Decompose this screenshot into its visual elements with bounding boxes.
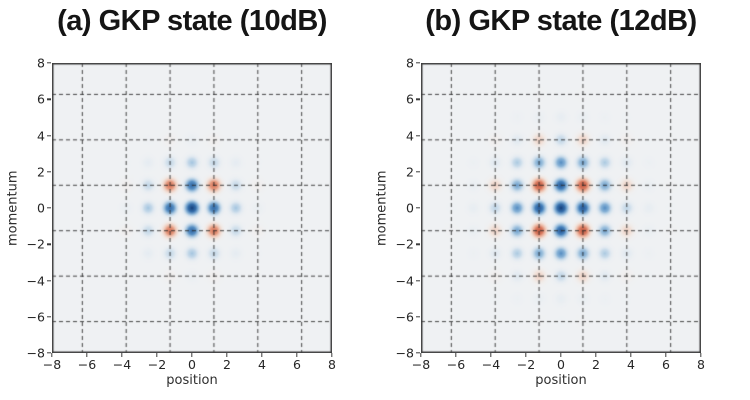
panel-a-title: (a) GKP state (10dB): [57, 5, 327, 37]
x-tick-mark: [86, 353, 88, 357]
x-tick-label: 8: [328, 357, 336, 372]
y-tick-mark: [47, 98, 51, 100]
x-tick-label: −6: [446, 357, 466, 372]
x-tick-label: 0: [557, 357, 565, 372]
x-tick-label: 2: [223, 357, 231, 372]
x-tick-mark: [226, 353, 228, 357]
panel-b-title: (b) GKP state (12dB): [425, 5, 697, 37]
x-tick-label: 6: [662, 357, 670, 372]
y-tick-label: −6: [395, 309, 414, 325]
x-tick-label: 6: [293, 357, 301, 372]
y-tick-label: 6: [406, 91, 414, 107]
y-tick-label: 6: [37, 91, 45, 107]
x-tick-label: −6: [77, 357, 97, 372]
x-tick-mark: [665, 353, 667, 357]
x-tick-label: −4: [112, 357, 132, 372]
x-tick-mark: [455, 353, 457, 357]
x-tick-label: 0: [188, 357, 196, 372]
panel-a-plot-area: [52, 63, 332, 353]
y-tick-label: 0: [37, 200, 45, 216]
x-tick-mark: [630, 353, 632, 357]
x-tick-mark: [420, 353, 422, 357]
y-tick-mark: [47, 243, 51, 245]
wigner-heatmap-a: [52, 63, 332, 353]
x-tick-mark: [191, 353, 193, 357]
panel-b-x-axis-label: position: [535, 373, 587, 388]
x-tick-mark: [560, 353, 562, 357]
wigner-heatmap-b: [421, 63, 701, 353]
y-tick-label: 8: [406, 55, 414, 71]
y-tick-label: −4: [395, 273, 414, 288]
y-tick-label: −4: [26, 273, 45, 288]
y-tick-mark: [416, 352, 420, 354]
panel-a-x-axis-label: position: [166, 373, 218, 388]
panel-b-plot-area: [421, 63, 701, 353]
y-tick-mark: [47, 62, 51, 64]
y-tick-mark: [47, 316, 51, 318]
y-tick-label: −6: [26, 309, 45, 325]
y-tick-label: 0: [406, 200, 414, 216]
x-tick-mark: [595, 353, 597, 357]
x-tick-mark: [525, 353, 527, 357]
y-tick-mark: [47, 352, 51, 354]
x-tick-label: −8: [42, 357, 62, 372]
y-tick-label: 2: [406, 164, 414, 180]
x-tick-mark: [490, 353, 492, 357]
x-tick-mark: [51, 353, 53, 357]
x-tick-label: 4: [627, 357, 635, 372]
y-tick-mark: [416, 171, 420, 173]
x-tick-label: 4: [258, 357, 266, 372]
y-tick-mark: [416, 279, 420, 282]
y-tick-mark: [47, 207, 51, 209]
y-tick-label: −8: [395, 345, 414, 361]
x-tick-mark: [296, 353, 298, 357]
y-tick-label: −8: [26, 345, 45, 361]
y-tick-mark: [47, 134, 51, 137]
x-tick-mark: [261, 353, 263, 357]
y-tick-mark: [416, 134, 420, 137]
y-tick-mark: [47, 171, 51, 173]
x-tick-mark: [156, 353, 158, 357]
y-tick-label: −2: [395, 236, 414, 252]
x-tick-label: 2: [592, 357, 600, 372]
x-tick-label: 8: [697, 357, 705, 372]
x-tick-label: −2: [147, 357, 167, 372]
y-tick-mark: [47, 279, 51, 282]
y-tick-mark: [416, 98, 420, 100]
y-tick-mark: [416, 243, 420, 245]
y-tick-mark: [416, 62, 420, 64]
x-tick-label: −2: [516, 357, 536, 372]
y-tick-label: 2: [37, 164, 45, 180]
y-tick-mark: [416, 316, 420, 318]
x-tick-label: −4: [481, 357, 501, 372]
y-tick-label: 4: [406, 128, 414, 143]
y-tick-label: 8: [37, 55, 45, 71]
x-tick-label: −8: [411, 357, 431, 372]
x-tick-mark: [121, 353, 123, 357]
y-tick-mark: [416, 207, 420, 209]
x-tick-mark: [331, 353, 333, 357]
y-tick-label: −2: [26, 236, 45, 252]
x-tick-mark: [700, 353, 702, 357]
y-tick-label: 4: [37, 128, 45, 143]
